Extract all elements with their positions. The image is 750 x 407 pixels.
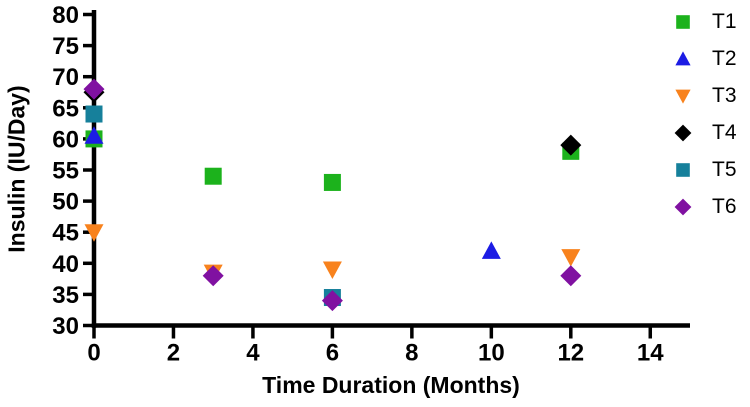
- legend-entry-T2: T2: [671, 47, 737, 71]
- x-tick-label: 4: [246, 340, 260, 367]
- x-tick-label: 10: [478, 340, 505, 367]
- series-T6: [83, 78, 582, 312]
- x-axis-title: Time Duration (Months): [262, 372, 520, 398]
- data-point-T1: [204, 167, 222, 185]
- legend-marker-shape: [674, 198, 692, 216]
- legend-entry-T5: T5: [671, 158, 737, 182]
- data-point-T2: [84, 126, 104, 144]
- x-tick-label: 6: [326, 340, 339, 367]
- chart-legend: T1 T2 T3 T4 T5 T6: [671, 10, 737, 232]
- legend-entry-T6: T6: [671, 195, 737, 219]
- legend-entry-T3: T3: [671, 84, 737, 108]
- legend-marker-square-icon: [676, 163, 690, 177]
- data-point-T2: [481, 241, 501, 259]
- y-tick-label: 30: [52, 313, 79, 340]
- data-point-T1: [323, 173, 341, 191]
- y-tick-label: 40: [52, 251, 79, 278]
- legend-entry-T1: T1: [671, 10, 737, 34]
- data-point-T5: [85, 105, 103, 123]
- legend-label: T6: [712, 195, 737, 218]
- legend-marker-shape: [676, 163, 690, 177]
- data-point-T3: [322, 261, 342, 280]
- legend-label: T1: [712, 10, 737, 33]
- series-T1: [85, 130, 580, 191]
- legend-marker-shape: [674, 124, 692, 142]
- legend-marker-diamond-icon: [674, 198, 692, 216]
- y-tick-label: 60: [52, 126, 79, 153]
- legend-label: T2: [712, 47, 737, 70]
- y-tick-label: 45: [52, 220, 79, 247]
- series-T2: [84, 126, 501, 259]
- data-point-T6: [202, 265, 224, 287]
- y-tick-label: 35: [52, 282, 79, 309]
- x-tick-label: 2: [167, 340, 180, 367]
- legend-label: T5: [712, 158, 737, 181]
- y-tick-label: 80: [52, 2, 79, 29]
- legend-marker-triangle-down-icon: [675, 89, 691, 104]
- data-point-T6: [83, 78, 105, 100]
- x-tick-label: 0: [87, 340, 100, 367]
- y-axis-title: Insulin (IU/Day): [3, 85, 30, 253]
- legend-marker-shape: [675, 89, 691, 104]
- y-tick-label: 50: [52, 189, 79, 216]
- x-tick-label: 8: [405, 340, 418, 367]
- y-tick-label: 65: [52, 95, 79, 122]
- x-tick-label: 14: [637, 340, 664, 367]
- y-tick-label: 75: [52, 33, 79, 60]
- data-point-T6: [321, 290, 343, 312]
- legend-label: T4: [712, 121, 737, 144]
- legend-marker-square-icon: [676, 15, 690, 29]
- y-tick-label: 70: [52, 64, 79, 91]
- data-point-T3: [84, 224, 104, 242]
- y-tick-label: 55: [52, 158, 79, 185]
- legend-marker-diamond-icon: [674, 124, 692, 142]
- legend-marker-triangle-up-icon: [675, 51, 691, 66]
- data-point-T6: [560, 265, 582, 287]
- series-T3: [84, 224, 581, 283]
- x-tick-label: 12: [557, 340, 584, 367]
- legend-marker-shape: [676, 15, 690, 29]
- legend-entry-T4: T4: [671, 121, 737, 145]
- data-point-T4: [560, 134, 582, 156]
- legend-marker-shape: [675, 51, 691, 66]
- series-T4: [83, 81, 582, 156]
- legend-label: T3: [712, 84, 737, 107]
- data-point-T3: [561, 249, 581, 267]
